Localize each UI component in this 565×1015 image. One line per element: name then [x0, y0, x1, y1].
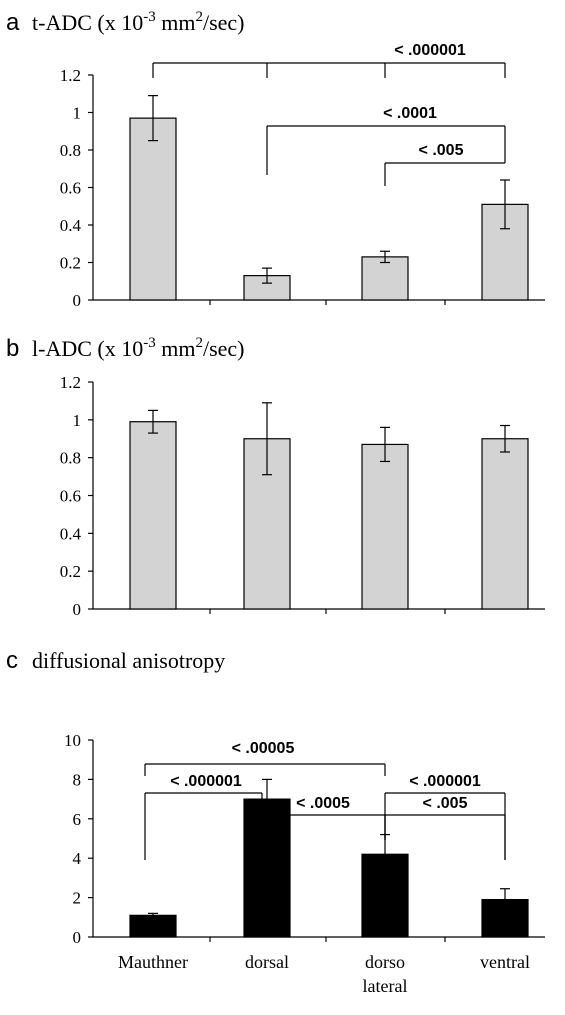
significance-label: < .000001: [394, 42, 466, 59]
bar: [129, 421, 177, 610]
significance-label: < .0005: [296, 795, 350, 812]
y-tick-label: 0.8: [60, 141, 81, 160]
panel-a-t-adc: a t-ADC (x 10-3 mm2/sec) 0 0.2 0.4 0.6 0.8 1 1…: [6, 9, 545, 310]
y-tick-label: 8: [73, 770, 82, 789]
significance-label: < .005: [419, 142, 464, 159]
y-tick-label: 0: [73, 291, 82, 310]
panel-c-anisotropy: c diffusional anisotropy 0 2 4 6 8 10 Mauthner…: [6, 647, 545, 996]
panel-c-letter: c: [6, 647, 18, 674]
y-tick-label: 1.2: [60, 373, 81, 392]
panel-a-title: t-ADC (x 10-3 mm2/sec): [32, 9, 244, 35]
bar: [481, 438, 529, 610]
significance-label: < .00005: [232, 740, 295, 757]
panel-a-letter: a: [6, 9, 20, 36]
bar: [129, 914, 177, 938]
x-category-label: dorso: [365, 952, 405, 972]
bar: [361, 256, 409, 301]
significance-label: < .005: [423, 795, 468, 812]
y-tick-label: 0.2: [60, 562, 81, 581]
x-category-label: dorsal: [245, 952, 289, 972]
panel-b-plot: 0 0.2 0.4 0.6 0.8 1 1.2: [60, 373, 545, 619]
panel-b-title: l-ADC (x 10-3 mm2/sec): [32, 335, 244, 361]
y-tick-label: 0.6: [60, 487, 81, 506]
y-tick-label: 1.2: [60, 66, 81, 85]
y-tick-label: 0: [73, 928, 82, 947]
panel-c-title: diffusional anisotropy: [32, 648, 225, 673]
y-tick-label: 0.6: [60, 179, 81, 198]
x-category-label: Mauthner: [118, 952, 188, 972]
panel-b-letter: b: [6, 335, 19, 362]
panel-b-l-adc: b l-ADC (x 10-3 mm2/sec) 0 0.2 0.4 0.6 0.8 1 1…: [6, 335, 545, 619]
y-tick-label: 6: [73, 810, 82, 829]
y-tick-label: 10: [64, 731, 81, 750]
y-tick-label: 1: [73, 411, 82, 430]
bar: [361, 443, 409, 610]
panel-c-plot: 0 2 4 6 8 10 Mauthner dorsal dorso lateral ventral…: [64, 731, 545, 996]
y-tick-label: 2: [73, 889, 82, 908]
x-category-label: ventral: [480, 952, 530, 972]
y-tick-label: 0: [73, 600, 82, 619]
bar: [243, 798, 291, 938]
y-tick-label: 1: [73, 104, 82, 123]
y-tick-label: 4: [73, 849, 82, 868]
bar: [129, 117, 177, 301]
significance-label: < .0001: [383, 105, 437, 122]
y-tick-label: 0.8: [60, 449, 81, 468]
significance-label: < .000001: [409, 773, 481, 790]
y-tick-label: 0.4: [60, 216, 82, 235]
y-tick-label: 0.4: [60, 524, 82, 543]
x-category-label: lateral: [363, 976, 408, 996]
y-tick-label: 0.2: [60, 254, 81, 273]
panel-a-plot: 0 0.2 0.4 0.6 0.8 1 1.2 < .000001 < .0001 < .005: [60, 42, 545, 310]
significance-label: < .000001: [170, 773, 242, 790]
